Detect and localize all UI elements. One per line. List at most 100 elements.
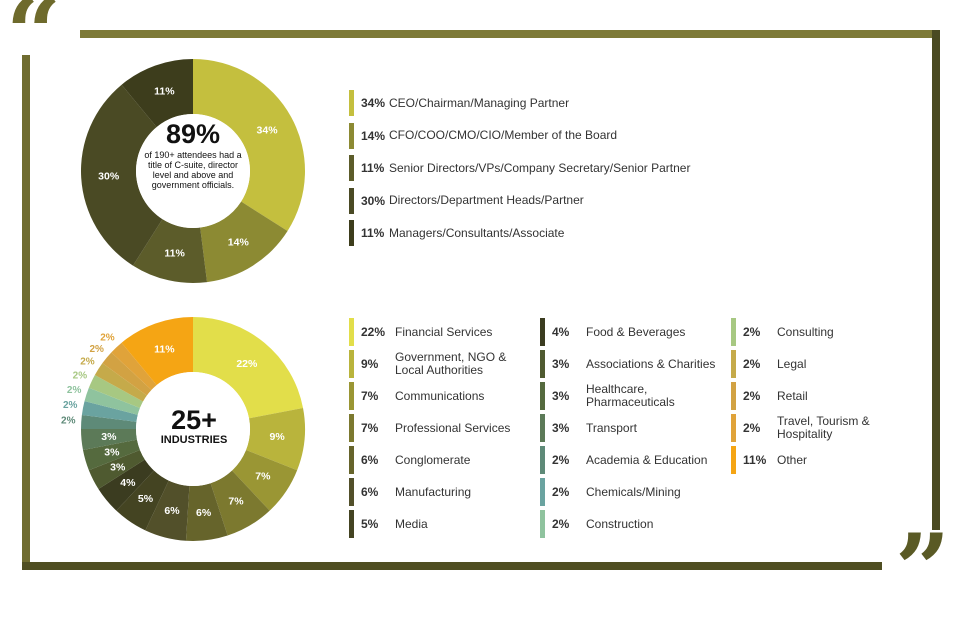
legend-item: 34% CEO/Chairman/Managing Partner [349,90,789,116]
legend-label: Chemicals/Mining [586,484,681,499]
legend-item: 11% Managers/Consultants/Associate [349,220,789,246]
legend-label: Senior Directors/VPs/Company Secretary/S… [389,160,691,175]
legend-item: 2% Travel, Tourism & Hospitality [731,414,917,442]
legend-percent: 3% [552,357,570,371]
donut2-center: 25+ INDUSTRIES [144,406,244,447]
legend-item: 2% Consulting [731,318,917,346]
legend-swatch [349,446,354,474]
legend-item: 2% Chemicals/Mining [540,478,726,506]
donut2-slice-label-11: 2% [61,416,76,427]
donut2-slice-label-9: 3% [104,447,120,459]
legend-item: 11% Senior Directors/VPs/Company Secretar… [349,155,789,181]
donut2-slice-label-12: 2% [63,400,78,411]
donut2-slice-2 [232,449,298,511]
donut2-slice-11 [81,414,137,429]
donut2-slice-9 [82,439,141,471]
donut2-center-big: 25+ [171,405,217,435]
close-quote-icon: ” [895,513,951,626]
legend-percent: 2% [552,485,570,499]
donut2-slice-7 [98,459,154,511]
donut2-slice-label-18: 11% [154,343,175,355]
legend-swatch [349,90,354,116]
donut2-slice-4 [185,483,228,541]
donut1-center-small: of 190+ attendees had a title of C-suite… [144,150,242,190]
legend-label: Government, NGO & Local Authorities [395,350,507,377]
donut2-slice-15 [94,363,147,402]
legend-swatch [540,510,545,538]
open-quote-icon: “ [6,0,62,90]
legend-percent: 4% [552,325,570,339]
donut2-slice-label-5: 6% [164,505,180,517]
legend-item: 14% CFO/COO/CMO/CIO/Member of the Board [349,122,789,149]
legend-item: 30% Directors/Department Heads/Partner [349,187,789,214]
donut2-slice-13 [84,387,141,415]
legend-swatch [540,414,545,442]
frame-right-border [932,30,940,530]
donut2-slice-10 [81,429,138,450]
legend-swatch [731,350,736,378]
donut2-slice-label-4: 6% [196,507,212,519]
donut2-slice-label-15: 2% [80,357,95,368]
legend-swatch [349,414,354,442]
legend-percent: 2% [552,517,570,531]
legend-percent: 3% [552,421,570,435]
frame-bottom-border [22,562,882,570]
donut1-slice-1 [200,201,288,283]
legend-label: Healthcare, Pharmaceuticals [586,382,675,409]
donut2-slice-label-0: 22% [236,358,258,370]
legend-percent: 2% [743,325,761,339]
legend-label: Media [395,516,428,531]
donut2-slice-label-17: 2% [100,332,115,343]
legend-swatch [349,478,354,506]
legend-label: Retail [777,388,808,403]
donut2-slice-label-13: 2% [67,385,82,396]
industries-donut: 22%9%7%7%6%6%5%4%3%3%3%2%2%2%2%2%2%2%11% [61,317,305,541]
legend-item: 22% Financial Services [349,318,535,346]
legend-percent: 34% [361,96,386,110]
frame-left-border [22,55,30,570]
legend-label: Manufacturing [395,484,472,499]
donut2-slice-1 [245,408,305,471]
donut1-slice-4 [121,59,193,128]
legend-percent: 2% [743,389,761,403]
legend-item: 6% Manufacturing [349,478,535,506]
legend-item: 7% Communications [349,382,535,410]
attendee-titles-donut: 34% 14% 11% 30% 11% [80,59,305,283]
legend-swatch [731,318,736,346]
donut2-slice-label-14: 2% [73,370,88,381]
legend-item: 3% Associations & Charities [540,350,726,378]
legend-label: Travel, Tourism & Hospitality [777,414,870,441]
legend-item: 9% Government, NGO & Local Authorities [349,350,535,378]
donut2-slice-5 [145,480,190,541]
legend-swatch [349,382,354,410]
donut1-slice-label-3: 30% [98,170,120,182]
legend-percent: 6% [361,485,379,499]
legend-percent: 7% [361,421,379,435]
legend-percent: 30% [361,193,386,208]
legend-percent: 6% [361,453,379,467]
legend-swatch [540,350,545,378]
legend-swatch [349,155,354,181]
legend-swatch [731,414,736,442]
legend-item: 3% Transport [540,414,726,442]
legend-item: 11% Other [731,446,917,474]
legend-label: Other [777,452,808,467]
legend-label: Conglomerate [395,452,471,467]
legend-swatch [349,510,354,538]
legend-swatch [540,382,545,410]
donut2-slice-label-8: 3% [110,461,126,473]
legend-percent: 11% [361,161,385,175]
donut1-slice-2 [132,219,208,283]
donut1-slice-label-0: 34% [257,124,279,136]
legend-swatch [731,446,736,474]
legend-percent: 22% [361,325,386,339]
legend-percent: 7% [361,389,379,403]
legend-item: 2% Academia & Education [540,446,726,474]
donut2-slice-16 [102,352,152,396]
donut2-slice-3 [210,470,270,536]
legend-label: Financial Services [395,324,493,339]
legend-label: Food & Beverages [586,324,686,339]
legend-percent: 11% [743,453,767,467]
legend-item: 3% Healthcare, Pharmaceuticals [540,382,726,410]
donut1-center: 89% of 190+ attendees had a title of C-s… [141,120,245,190]
